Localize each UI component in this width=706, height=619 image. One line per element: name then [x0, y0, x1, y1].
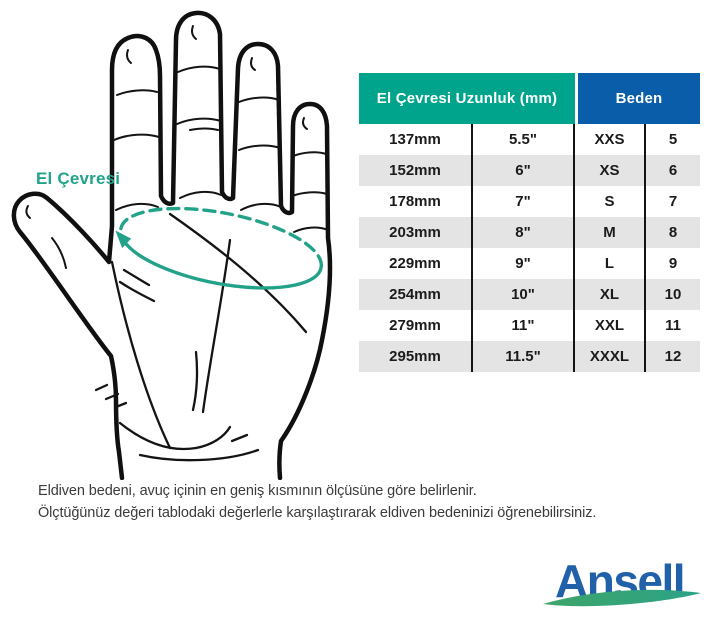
cell-inch: 9": [473, 248, 575, 279]
ellipse-dashed-arc: [119, 206, 324, 270]
cell-size: XS: [575, 155, 646, 186]
cell-size: XXL: [575, 310, 646, 341]
palm-circumference-label: El Çevresi: [36, 169, 121, 188]
cell-size: L: [575, 248, 646, 279]
measurement-ellipse: [115, 206, 324, 290]
cell-mm: 178mm: [359, 186, 473, 217]
table-row: 229mm 9" L 9: [359, 248, 700, 279]
table-row: 137mm 5.5" XXS 5: [359, 124, 700, 155]
footer-text: Eldiven bedeni, avuç içinin en geniş kıs…: [38, 481, 596, 524]
cell-size: XL: [575, 279, 646, 310]
table-row: 152mm 6" XS 6: [359, 155, 700, 186]
cell-size: XXXL: [575, 341, 646, 372]
footer-line-1: Eldiven bedeni, avuç içinin en geniş kıs…: [38, 483, 477, 499]
cell-num: 12: [664, 348, 682, 365]
cell-num: 7: [668, 193, 678, 210]
finger-creases: [25, 25, 329, 269]
ellipse-arrowhead: [115, 230, 132, 249]
ellipse-solid-arc: [124, 242, 323, 290]
size-table: El Çevresi Uzunluk (mm) Beden 137mm 5.5"…: [359, 73, 700, 372]
cell-num: 6: [668, 162, 678, 179]
cell-inch: 5.5": [473, 124, 575, 155]
table-row: 178mm 7" S 7: [359, 186, 700, 217]
cell-inch: 6": [473, 155, 575, 186]
cell-mm: 203mm: [359, 217, 473, 248]
table-row: 254mm 10" XL 10: [359, 279, 700, 310]
header-size: Beden: [578, 73, 700, 124]
table-row: 295mm 11.5" XXXL 12: [359, 341, 700, 372]
cell-inch: 10": [473, 279, 575, 310]
cell-mm: 295mm: [359, 341, 473, 372]
table-row: 203mm 8" M 8: [359, 217, 700, 248]
cell-inch: 8": [473, 217, 575, 248]
cell-num: 11: [665, 317, 681, 334]
header-circumference: El Çevresi Uzunluk (mm): [359, 73, 575, 124]
cell-mm: 229mm: [359, 248, 473, 279]
cell-inch: 7": [473, 186, 575, 217]
cell-num: 8: [668, 224, 678, 241]
cell-size: XXS: [575, 124, 646, 155]
footer-line-2: Ölçtüğünüz değeri tablodaki değerlerle k…: [38, 504, 597, 521]
hand-illustration: [11, 10, 333, 480]
size-table-header: El Çevresi Uzunluk (mm) Beden: [359, 73, 700, 124]
cell-mm: 254mm: [359, 279, 473, 310]
cell-inch: 11.5": [473, 341, 575, 372]
palm-lines: [94, 212, 308, 462]
cell-num: 10: [664, 286, 682, 303]
ansell-logo: Ansell: [543, 555, 701, 607]
cell-mm: 152mm: [359, 155, 473, 186]
ansell-logo-swoosh: [543, 589, 701, 607]
cell-size: M: [575, 217, 646, 248]
cell-num: 9: [668, 255, 678, 272]
cell-num: 5: [668, 131, 678, 148]
cell-mm: 279mm: [359, 310, 473, 341]
size-table-body: 137mm 5.5" XXS 5 152mm 6" XS 6 178mm 7" …: [359, 124, 700, 372]
cell-mm: 137mm: [359, 124, 473, 155]
table-row: 279mm 11" XXL 11: [359, 310, 700, 341]
cell-inch: 11": [473, 310, 575, 341]
cell-size: S: [575, 186, 646, 217]
hand-outline: [11, 10, 333, 480]
